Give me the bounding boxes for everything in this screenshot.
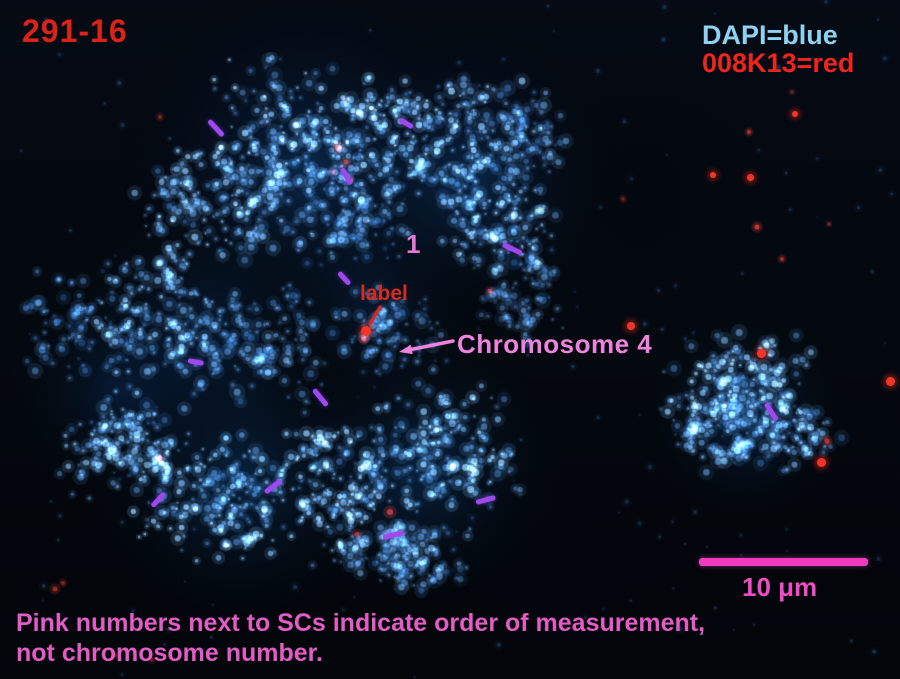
micrograph-figure: 291-16 DAPI=blue 008K13=red 1 label Chro… bbox=[0, 0, 900, 679]
dapi-fluorescence-field bbox=[0, 0, 900, 679]
